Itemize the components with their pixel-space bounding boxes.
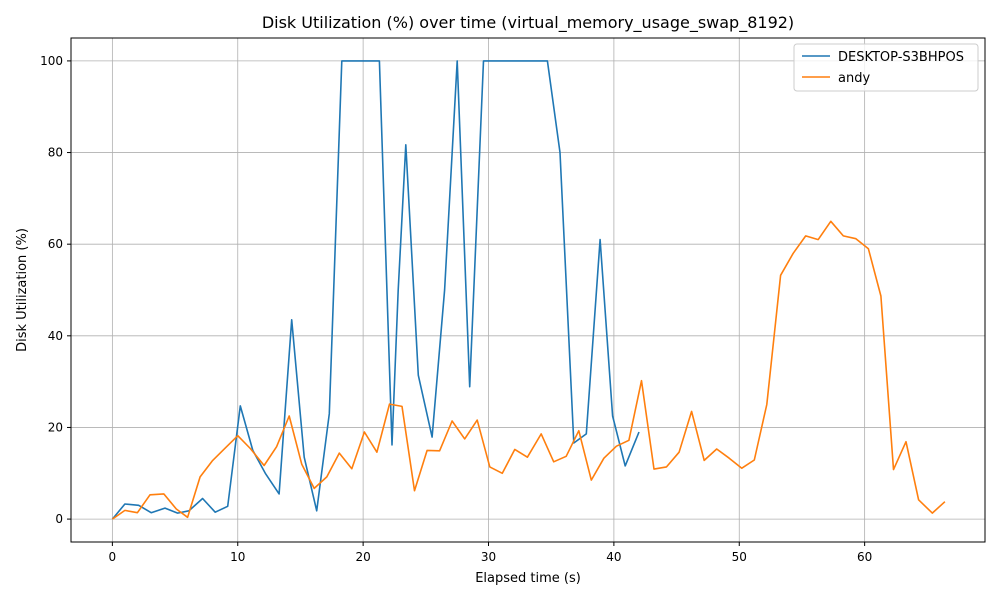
x-tick-label: 40 bbox=[606, 550, 621, 564]
chart-title: Disk Utilization (%) over time (virtual_… bbox=[262, 13, 794, 33]
x-tick-label: 50 bbox=[732, 550, 747, 564]
y-tick-label: 100 bbox=[40, 54, 63, 68]
legend: DESKTOP-S3BHPOS andy bbox=[793, 43, 979, 92]
axis-ticks: 0 10 20 30 40 50 60 0 20 40 60 80 100 bbox=[40, 54, 872, 564]
legend-box bbox=[793, 43, 979, 92]
y-tick-label: 60 bbox=[48, 237, 63, 251]
y-tick-label: 40 bbox=[48, 329, 63, 343]
series-line-desktop bbox=[111, 60, 640, 520]
legend-label-desktop: DESKTOP-S3BHPOS bbox=[838, 50, 964, 65]
x-tick-label: 10 bbox=[230, 550, 245, 564]
y-axis-label: Disk Utilization (%) bbox=[15, 228, 30, 352]
x-tick-label: 30 bbox=[481, 550, 496, 564]
y-tick-label: 20 bbox=[48, 420, 63, 434]
series-lines bbox=[111, 60, 946, 520]
x-tick-label: 20 bbox=[355, 550, 370, 564]
grid-lines bbox=[71, 38, 985, 542]
series-line-andy bbox=[111, 220, 946, 520]
plot-frame bbox=[70, 37, 986, 543]
x-tick-label: 60 bbox=[857, 550, 872, 564]
y-tick-label: 0 bbox=[55, 512, 63, 526]
legend-label-andy: andy bbox=[838, 71, 870, 86]
x-tick-label: 0 bbox=[109, 550, 117, 564]
x-axis-label: Elapsed time (s) bbox=[475, 571, 581, 586]
y-tick-label: 80 bbox=[48, 146, 63, 160]
